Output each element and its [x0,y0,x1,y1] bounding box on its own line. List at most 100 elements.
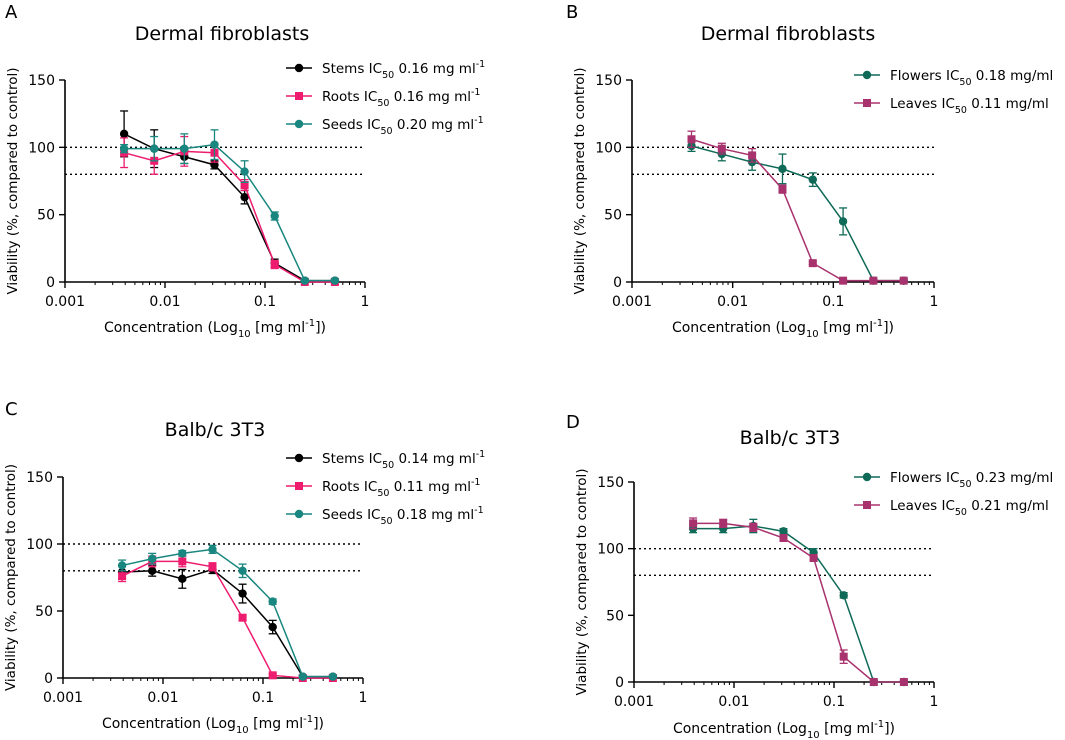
series-line [693,522,904,683]
x-tick-label: 0.001 [612,294,652,310]
legend-label: Roots IC50 0.11 mg ml-1 [322,477,480,499]
data-point [899,678,908,686]
data-point [268,597,277,606]
data-point [300,276,309,285]
series-line [122,568,333,678]
legend-label-part: -1 [474,505,483,516]
x-axis-label-part: ]) [884,721,895,737]
data-point [839,652,848,661]
data-point [119,144,129,153]
x-tick-label: 1 [930,694,939,710]
legend-label-part: 0.18 mg ml [393,507,475,523]
x-axis-label-part: ]) [883,320,894,336]
legend-label-part: 0.18 mg/ml [972,68,1054,84]
legend-label-part: 0.11 mg/ml [967,96,1049,112]
x-axis-label-part: ]) [313,716,324,732]
panel-label: B [566,2,578,23]
data-point [869,276,878,285]
data-point [719,519,728,528]
legend-label: Seeds IC50 0.20 mg ml-1 [322,115,484,137]
legend-label-part: Stems IC [322,61,382,77]
x-tick-label: 1 [930,294,939,310]
x-axis-label-part: 10 [807,730,820,740]
legend-label: Leaves IC50 0.11 mg/ml [890,96,1049,116]
x-axis-label-part: 10 [238,329,251,340]
legend-label-part: -1 [474,115,483,126]
legend-label: Stems IC50 0.16 mg ml-1 [322,59,485,81]
data-point [270,211,279,221]
panel-label: A [5,2,18,23]
y-tick-label: 50 [37,208,55,224]
x-tick-label: 0.01 [717,294,748,310]
data-point [178,574,187,584]
chart-title: Dermal fibroblasts [135,23,310,45]
data-point [238,566,247,575]
y-tick-label: 100 [597,542,624,558]
x-axis-label-part: 10 [806,329,819,340]
x-axis-label: Concentration (Log10 [mg ml-1]) [102,714,324,736]
data-point [330,276,340,285]
y-axis-label: Viability (%, compared to control) [3,464,19,691]
series-leaves: Leaves IC50 0.11 mg/ml [687,96,1049,285]
panel-label: C [5,399,18,420]
legend-marker [294,119,304,129]
x-axis-label-part: [mg ml [251,320,305,336]
legend-label-part: Flowers IC [890,470,959,486]
series-roots: Roots IC50 0.11 mg ml-1 [118,477,480,682]
legend-label: Roots IC50 0.16 mg ml-1 [322,87,480,109]
y-tick-label: 150 [597,475,624,491]
data-point [238,589,247,598]
legend-marker [294,509,304,519]
data-point [240,192,249,202]
x-axis-label-part: ]) [315,320,326,336]
y-tick-label: 150 [595,73,622,89]
y-tick-label: 0 [615,675,624,691]
x-tick-label: 0.01 [718,694,749,710]
legend-marker [295,92,303,100]
y-tick-label: 100 [595,140,622,156]
legend-marker [295,482,303,490]
x-axis-label: Concentration (Log10 [mg ml-1]) [672,318,894,340]
x-axis-label: Concentration (Log10 [mg ml-1]) [104,318,326,340]
legend-label-part: Stems IC [322,451,382,467]
series-line [691,145,904,282]
series-seeds: Seeds IC50 0.18 mg ml-1 [117,505,484,681]
data-point [839,591,848,600]
data-point [839,276,848,285]
x-axis-label-part: -1 [873,318,883,329]
y-tick-label: 50 [606,608,624,624]
data-point [689,519,698,528]
series-line [123,150,335,283]
data-point [808,259,817,268]
x-axis-label-part: [mg ml [249,716,303,732]
data-point [150,144,159,153]
legend-label-part: 50 [382,70,394,81]
legend-label-part: Flowers IC [890,68,959,84]
legend-label: Flowers IC50 0.23 mg/ml [890,470,1053,490]
data-point [270,260,279,269]
data-point [268,622,277,632]
legend-marker [294,453,304,463]
legend-label-part: 0.11 mg ml [389,479,471,495]
legend-label-part: 50 [959,77,971,88]
legend-label-part: 0.16 mg ml [389,89,471,105]
data-point [178,549,187,558]
legend-label: Stems IC50 0.14 mg ml-1 [322,449,485,471]
data-point [148,566,157,575]
legend-label-part: Roots IC [322,89,377,105]
legend-label-part: 50 [377,488,389,499]
data-point [117,561,127,570]
y-axis-label: Viability (%, compared to control) [572,67,588,294]
series-line [691,138,904,282]
legend-label: Seeds IC50 0.18 mg ml-1 [322,505,484,527]
x-axis-label-part: Concentration (Log [102,716,236,732]
chart-title: Balb/c 3T3 [740,427,841,449]
x-tick-label: 0.1 [252,690,274,706]
series-line [121,548,333,678]
x-tick-label: 1 [359,690,368,706]
series-stems: Stems IC 50 0.14 mg ml -1 [117,449,485,681]
legend-label-part: 0.14 mg ml [394,451,476,467]
